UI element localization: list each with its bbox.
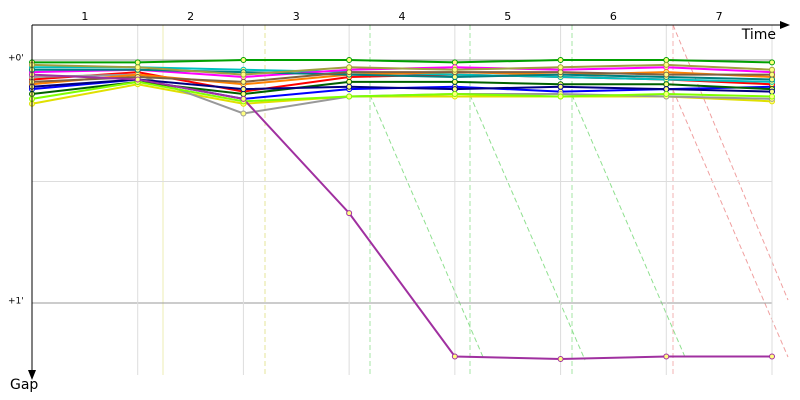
point [557, 64, 564, 71]
point [557, 83, 564, 90]
point [346, 210, 353, 217]
point [240, 110, 247, 117]
point [663, 71, 670, 78]
lap-label: 5 [504, 10, 511, 23]
series-line [31, 63, 773, 76]
point [451, 74, 458, 81]
lap-label: 6 [610, 10, 617, 23]
point [134, 59, 141, 66]
point [451, 353, 458, 360]
y-arrow [28, 370, 36, 380]
y-tick-label: +1' [8, 297, 24, 307]
y-tick-label: +0' [8, 54, 24, 64]
point [240, 57, 247, 63]
series-line [32, 68, 773, 81]
x-axis-label: Time [741, 27, 776, 43]
series-line [31, 71, 772, 83]
lapped-line [469, 94, 586, 361]
point [663, 353, 670, 360]
point [769, 88, 775, 95]
lapped-line [672, 24, 789, 301]
point [663, 81, 670, 88]
point [451, 91, 458, 98]
point [346, 57, 353, 63]
point [346, 64, 353, 71]
point [451, 66, 458, 73]
point [557, 355, 564, 362]
lap-label: 2 [187, 10, 194, 23]
point [346, 93, 353, 100]
point [451, 78, 458, 85]
lapped-line [571, 94, 686, 358]
point [769, 353, 775, 360]
series-line [31, 80, 773, 103]
point [769, 66, 775, 73]
x-arrow [780, 21, 790, 29]
lap-label: 1 [81, 10, 88, 23]
point [663, 57, 670, 63]
point [134, 64, 141, 71]
point [663, 86, 670, 93]
point [346, 83, 353, 90]
point [769, 93, 775, 100]
point [451, 59, 458, 66]
lap-label: 4 [399, 10, 406, 23]
point [240, 71, 247, 78]
point [346, 78, 353, 85]
point [240, 78, 247, 85]
point [557, 57, 564, 63]
plot [29, 57, 775, 362]
point [134, 76, 141, 83]
point [240, 95, 247, 102]
lap-label: 3 [293, 10, 300, 23]
point [663, 91, 670, 98]
lapped-line [672, 89, 789, 358]
y-axis-label: Gap [10, 377, 38, 393]
point [769, 59, 775, 66]
point [451, 86, 458, 93]
series-line [31, 78, 773, 93]
point [663, 61, 670, 68]
point [240, 91, 247, 98]
point [557, 69, 564, 76]
point [557, 93, 564, 100]
point [769, 76, 775, 83]
lap-label: 7 [716, 10, 723, 23]
series-line [32, 59, 773, 64]
series-line [31, 73, 772, 360]
point [346, 69, 353, 76]
point [769, 71, 775, 78]
point [240, 86, 247, 93]
series-line [31, 71, 773, 86]
series-line [31, 80, 773, 96]
